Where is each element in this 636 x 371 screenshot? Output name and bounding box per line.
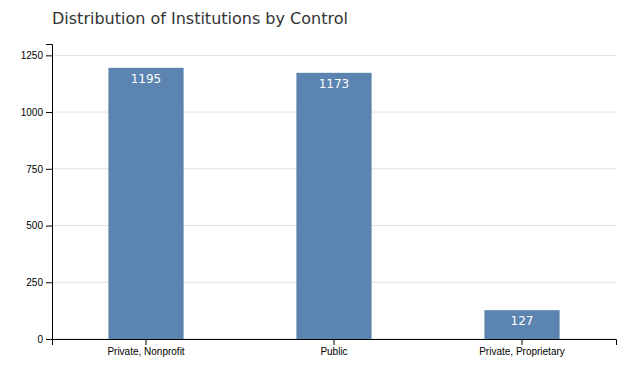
chart: Distribution of Institutions by Control 0…	[0, 0, 636, 371]
y-tick-label: 750	[26, 164, 43, 175]
data-label: 1173	[319, 77, 350, 91]
x-tick-label: Private, Proprietary	[479, 346, 565, 357]
bars	[108, 68, 559, 339]
y-tick-label: 1250	[21, 50, 44, 61]
data-label: 127	[511, 314, 534, 328]
plot: 0 250 500 750 1000 1250 Private, Nonprofit Publ…	[21, 45, 617, 358]
y-tick-label: 1000	[21, 107, 44, 118]
x-tick-label: Private, Nonprofit	[107, 346, 184, 357]
x-tick-mark	[522, 339, 523, 345]
grid	[52, 55, 616, 339]
y-tick-label: 0	[37, 334, 43, 345]
y-tick-label: 500	[26, 220, 43, 231]
y-tick-label: 250	[26, 277, 43, 288]
data-labels: 1195 1173 127	[131, 72, 534, 328]
x-tick: Public	[320, 339, 347, 357]
x-tick: Private, Nonprofit	[107, 339, 184, 357]
bar	[484, 310, 559, 339]
y-tick-mark	[46, 112, 52, 113]
bar	[296, 73, 371, 339]
title: Distribution of Institutions by Control	[52, 9, 348, 28]
y-tick-mark	[46, 282, 52, 283]
y-tick: 1250	[21, 50, 52, 61]
x-axis-line	[53, 340, 617, 346]
x-tick-label: Public	[320, 346, 347, 357]
y-tick-mark	[46, 169, 52, 170]
y-tick: 1000	[21, 107, 52, 118]
data-label: 1195	[131, 72, 162, 86]
y-tick-mark	[46, 339, 52, 340]
x-tick-mark	[334, 339, 335, 345]
grid-line	[52, 55, 616, 56]
x-tick-mark	[146, 339, 147, 345]
x-axis: Private, Nonprofit Public Private, Proprie…	[53, 339, 617, 357]
y-tick: 250	[26, 277, 52, 288]
bar	[108, 68, 183, 339]
y-tick-mark	[46, 226, 52, 227]
y-axis: 0 250 500 750 1000 1250	[21, 45, 53, 345]
y-tick: 750	[26, 164, 52, 175]
y-axis-line	[46, 45, 53, 340]
y-tick: 0	[37, 334, 52, 345]
x-tick: Private, Proprietary	[479, 339, 565, 357]
y-tick-mark	[46, 55, 52, 56]
y-tick: 500	[26, 220, 52, 231]
